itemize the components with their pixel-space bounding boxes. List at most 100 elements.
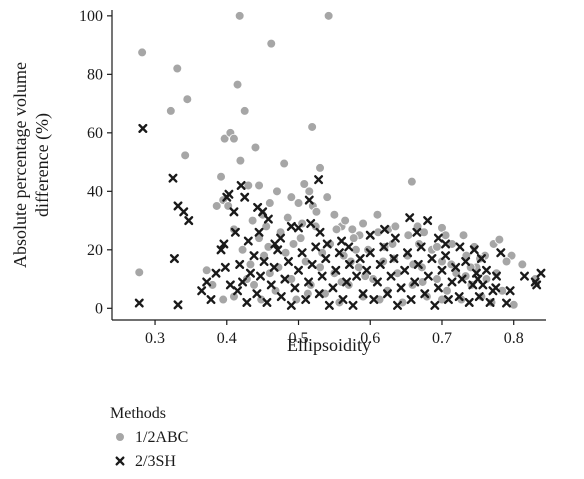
data-point: [461, 257, 471, 267]
data-point: [380, 224, 390, 234]
data-point: [184, 216, 194, 226]
data-points: [134, 11, 546, 310]
legend-marker: [115, 456, 125, 466]
data-point: [517, 259, 528, 270]
data-point: [337, 236, 347, 246]
data-point: [218, 294, 228, 305]
data-point: [519, 271, 529, 281]
data-point: [471, 268, 481, 278]
data-point: [294, 265, 304, 275]
data-point: [437, 256, 447, 267]
data-point: [180, 150, 190, 161]
data-point: [250, 142, 261, 153]
data-point: [276, 292, 286, 302]
data-point: [355, 254, 365, 264]
data-point: [441, 251, 451, 261]
axes: 0 20 40 60 80 100 0.3 0.4 0.5 0.6 0.7 0.8 Ellipsoidi…: [10, 8, 546, 355]
x-tick-label: 0.8: [504, 330, 524, 347]
data-point: [225, 280, 235, 290]
data-point: [457, 274, 467, 284]
data-point: [494, 234, 505, 245]
y-tick-label: 20: [87, 242, 103, 259]
data-point: [437, 294, 447, 305]
legend-label: 2/3SH: [135, 453, 176, 470]
data-point: [379, 242, 389, 252]
data-point: [301, 295, 311, 305]
data-point: [254, 180, 264, 191]
data-point: [172, 63, 183, 74]
data-point: [322, 239, 332, 249]
data-point: [219, 239, 229, 249]
data-point: [216, 245, 226, 255]
data-point: [348, 233, 359, 243]
data-point: [238, 277, 248, 287]
data-point: [288, 239, 299, 249]
data-point: [266, 280, 276, 290]
data-point: [262, 297, 272, 307]
data-point: [323, 11, 334, 21]
data-point: [478, 280, 488, 290]
data-point: [252, 289, 262, 299]
data-point: [245, 268, 255, 278]
data-point: [233, 286, 243, 296]
data-point: [234, 11, 245, 21]
y-tick-label: 80: [87, 66, 103, 83]
data-point: [353, 262, 364, 273]
data-point: [220, 262, 230, 272]
data-point: [386, 271, 396, 281]
data-point: [423, 271, 433, 281]
legend-label: 1/2ABC: [135, 429, 188, 446]
data-point: [304, 195, 314, 205]
data-point: [474, 292, 484, 302]
data-point: [315, 163, 325, 173]
data-point: [430, 300, 440, 310]
data-point: [311, 206, 322, 217]
data-point: [236, 180, 246, 190]
data-point: [258, 207, 268, 217]
data-point: [405, 213, 415, 223]
data-point: [406, 295, 416, 305]
data-point: [265, 198, 275, 208]
data-point: [297, 248, 307, 258]
data-point: [255, 271, 265, 281]
data-point: [390, 233, 400, 243]
data-point: [269, 262, 279, 272]
data-point: [365, 248, 375, 258]
data-point: [272, 186, 282, 197]
data-point: [464, 297, 474, 307]
y-tick-label: 100: [79, 8, 103, 25]
data-point: [451, 262, 461, 272]
data-point: [273, 245, 283, 255]
data-point: [286, 221, 296, 231]
x-tick-label: 0.6: [360, 330, 380, 347]
data-point: [286, 300, 296, 310]
data-point: [286, 192, 297, 202]
data-point: [390, 221, 401, 232]
data-point: [315, 227, 325, 237]
data-point: [321, 254, 331, 264]
data-point: [211, 268, 221, 278]
data-point: [532, 280, 542, 290]
data-point: [295, 233, 306, 243]
data-point: [307, 122, 317, 132]
data-point: [235, 259, 245, 269]
data-point: [508, 299, 519, 310]
data-point: [211, 201, 222, 211]
data-point: [389, 254, 399, 264]
data-point: [314, 175, 324, 185]
data-point: [243, 180, 254, 191]
data-point: [433, 283, 443, 293]
x-tick-label: 0.4: [217, 330, 237, 347]
data-point: [282, 212, 293, 223]
data-point: [502, 298, 512, 308]
data-point: [348, 300, 358, 310]
data-point: [375, 259, 385, 269]
data-point: [202, 277, 212, 287]
data-point: [481, 274, 492, 284]
data-point: [410, 277, 420, 287]
data-point: [242, 297, 252, 307]
data-point: [403, 230, 414, 240]
data-point: [138, 123, 148, 133]
data-point: [358, 289, 368, 299]
